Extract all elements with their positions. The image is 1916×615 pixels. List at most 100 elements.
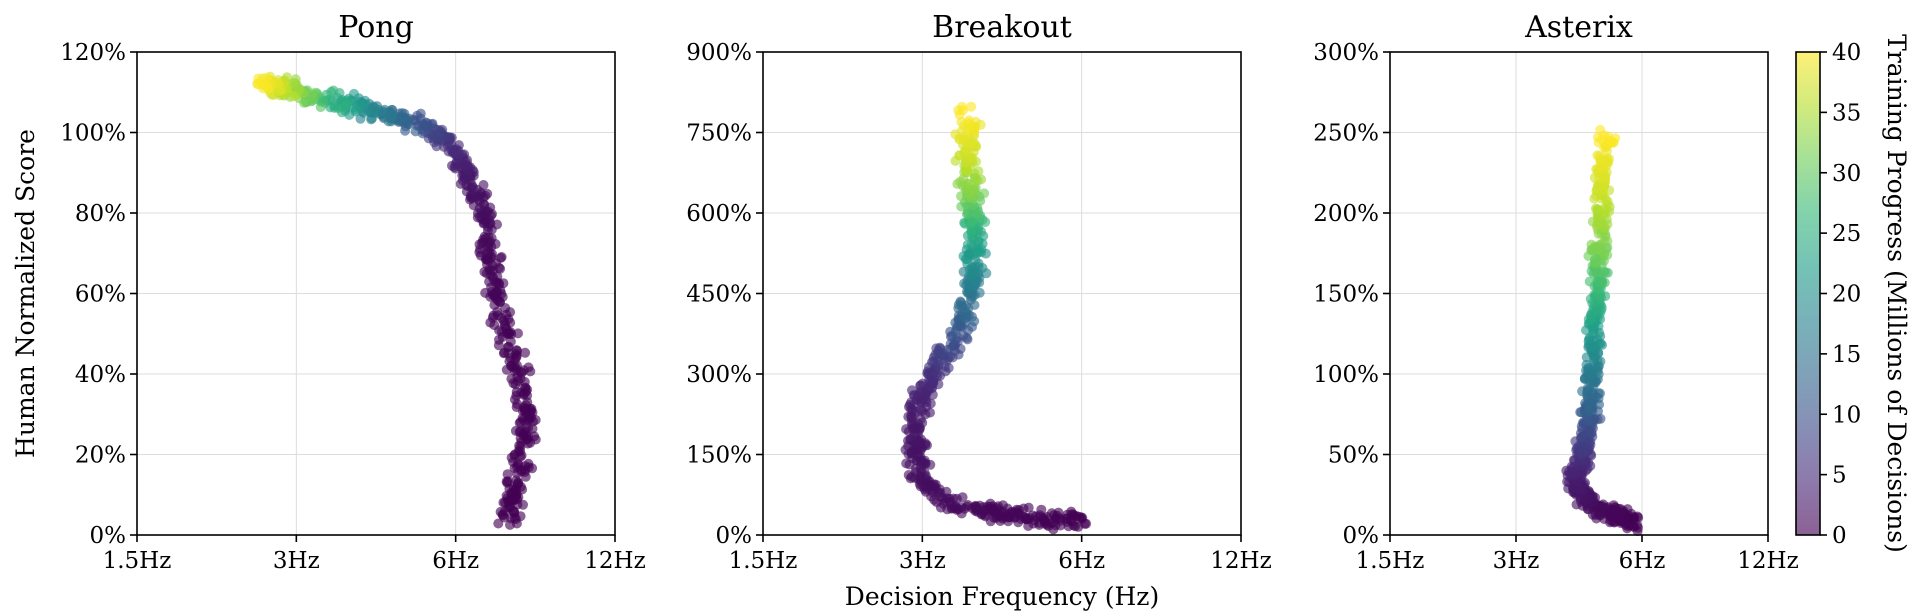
data-point [1023,521,1034,531]
chart-panels: 1.5Hz 3Hz 6Hz 12Hz 0% 20% 40% 60% 80% 100% 120% Pon… [60,10,1798,574]
data-point [485,210,496,221]
data-point [925,398,936,409]
y-tick-label: 80% [75,201,126,227]
data-point [1036,504,1047,515]
data-point [926,491,937,502]
data-point [966,226,977,237]
colorbar-tick-label: 10 [1832,402,1861,428]
data-point [511,360,522,371]
data-point [1584,276,1595,287]
data-point [315,102,326,113]
data-point [1581,359,1592,370]
data-point [527,407,538,418]
data-point [906,471,917,482]
data-point [516,368,527,378]
data-point [1599,277,1610,288]
data-point [916,459,927,470]
data-point [945,338,956,349]
data-point [1576,432,1587,443]
data-point [484,247,495,258]
data-point [967,152,978,163]
data-point [387,111,398,122]
scatter-points [252,71,541,530]
x-tick-label: 1.5Hz [729,548,798,574]
data-point [961,332,972,343]
colorbar: 0 5 10 15 20 25 30 35 40 [1795,40,1861,549]
y-tick-label: 600% [686,201,752,227]
y-tick-label: 40% [75,362,126,388]
data-point [332,103,343,113]
data-point [421,117,431,128]
data-point [922,368,933,379]
data-point [492,310,503,321]
data-point [976,174,987,185]
data-point [915,380,926,391]
data-point [935,488,946,498]
data-point [1023,502,1034,513]
y-tick-label: 150% [1313,282,1379,308]
data-point [1034,519,1045,530]
data-point [509,394,520,405]
data-point [1593,338,1604,349]
y-tick-label: 250% [1313,121,1379,147]
data-point [960,254,971,265]
data-point [908,390,919,400]
colorbar-tick-label: 35 [1832,100,1861,126]
data-point [350,104,361,115]
data-point [1595,153,1606,164]
panel-asterix: 1.5Hz 3Hz 6Hz 12Hz 0% 50% 100% 150% 200% 250% 300%… [1313,10,1798,574]
x-tick-label: 1.5Hz [103,548,172,574]
data-point [1081,518,1092,529]
y-tick-label: 200% [1313,201,1379,227]
data-point [1593,218,1603,229]
data-point [1575,407,1586,418]
data-point [412,110,423,121]
x-tick-label: 3Hz [1493,548,1540,574]
scatter-points [900,101,1092,535]
y-axis-label: Human Normalized Score [11,129,40,458]
data-point [527,463,538,474]
data-point [900,444,911,455]
data-point [308,88,318,99]
data-point [1605,135,1616,146]
x-tick-label: 6Hz [1619,548,1666,574]
x-tick-label: 6Hz [1058,548,1105,574]
data-point [519,402,529,413]
panel-pong: 1.5Hz 3Hz 6Hz 12Hz 0% 20% 40% 60% 80% 100% 120% Pon… [60,10,645,574]
data-point [502,469,513,480]
data-point [960,313,970,324]
data-point [493,278,504,289]
data-point [1584,405,1595,416]
data-point [377,106,388,117]
y-tick-label: 900% [686,40,752,66]
data-point [497,326,507,337]
y-tick-label: 100% [1313,362,1379,388]
data-point [1605,517,1615,528]
data-point [1600,267,1611,278]
data-point [925,459,936,470]
data-point [964,115,975,126]
data-point [288,91,299,102]
panel-title: Pong [338,10,414,45]
colorbar-tick-label: 30 [1832,161,1861,187]
x-tick-label: 1.5Hz [1356,548,1425,574]
x-tick-label: 12Hz [584,548,645,574]
x-tick-label: 3Hz [273,548,320,574]
data-point [1013,517,1024,528]
y-tick-label: 150% [686,443,752,469]
colorbar-tick-label: 0 [1832,523,1847,549]
data-point [505,307,516,318]
data-point [518,414,529,425]
data-point [907,420,917,431]
data-point [1065,515,1076,526]
data-point [916,404,927,415]
data-point [410,126,421,137]
data-point [513,478,524,489]
data-point [954,109,965,120]
data-point [956,201,967,212]
data-point [253,79,263,90]
data-point [515,441,526,452]
x-tick-label: 3Hz [899,548,946,574]
data-point [261,72,272,83]
